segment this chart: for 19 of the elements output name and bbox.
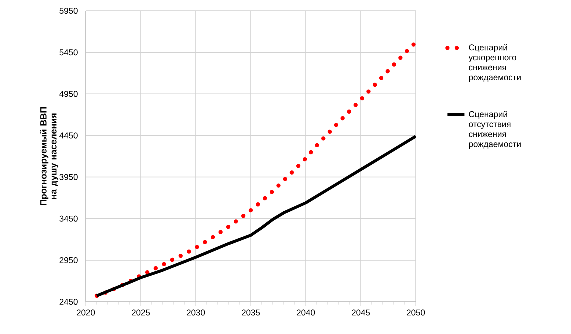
- y-tick-label: 3450: [60, 216, 78, 222]
- x-tick-label: 2020: [77, 310, 96, 316]
- x-tick-label: 2025: [132, 310, 150, 316]
- y-tick-label: 4450: [60, 132, 78, 139]
- y-tick-label: 5450: [60, 50, 78, 56]
- y-tick-label: 2450: [60, 299, 78, 305]
- x-tick-label: 2030: [187, 310, 206, 316]
- x-tick-label: 2050: [407, 310, 426, 316]
- y-tick-label: 5950: [60, 8, 78, 14]
- y-tick-label: 4950: [60, 91, 78, 98]
- y-tick-label: 2950: [60, 257, 78, 264]
- x-tick-label: 2045: [352, 310, 370, 316]
- legend-label: Сценарий отсутствия снижения рождаемости: [469, 111, 521, 149]
- x-tick-label: 2040: [297, 310, 316, 316]
- legend-label: Сценарий ускоренного снижения рождаемости: [468, 44, 521, 82]
- line-series: [96, 135, 416, 298]
- y-axis-title: Прогнозируемый ВВП на душу населения: [40, 108, 59, 206]
- x-tick-label: 2035: [242, 310, 260, 316]
- y-tick-label: 3950: [60, 174, 78, 180]
